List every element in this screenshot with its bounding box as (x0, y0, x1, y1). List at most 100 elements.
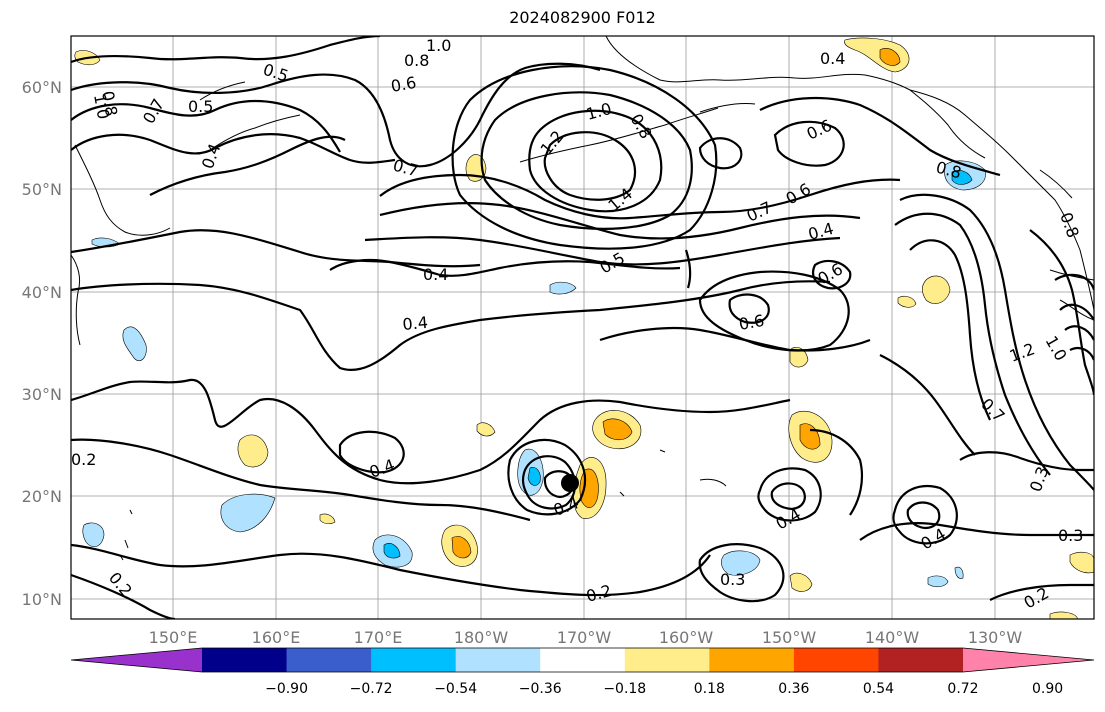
contour-line (379, 201, 861, 240)
contour-line (71, 36, 381, 64)
kamchatka-coastline (74, 144, 171, 236)
colorbar-segment (793, 648, 879, 672)
negative-anomaly-patch (927, 575, 949, 588)
negative-anomaly-core (527, 467, 541, 486)
contour-line (521, 455, 576, 510)
alaska-coastline (605, 36, 1094, 311)
contour-label: 0.8 (404, 51, 429, 70)
positive-anomaly-core (451, 536, 472, 559)
contour-line (599, 326, 871, 352)
contour-label: 0.6 (389, 73, 417, 96)
colorbar-segment (878, 648, 964, 672)
coastlines (71, 36, 1094, 561)
negative-anomaly-patch (954, 566, 964, 579)
positive-anomaly-core (602, 418, 633, 441)
positive-anomaly-core (879, 48, 901, 66)
contour-lines (71, 36, 1094, 619)
lon-tick-label: 170°E (354, 628, 403, 647)
contour-line (480, 91, 693, 230)
negative-anomaly-patch (549, 281, 577, 295)
lon-tick-label: 140°W (865, 628, 920, 647)
contour-line (879, 354, 976, 456)
contour-line (71, 229, 481, 268)
longitude-labels: 150°E 160°E 170°E 180°W 170°W 160°W 150°… (149, 628, 1023, 647)
contour-line (684, 249, 692, 289)
contour-line (71, 378, 791, 485)
positive-anomaly-patch (789, 572, 813, 592)
contour-line (329, 259, 681, 277)
lon-tick-label: 180°W (454, 628, 509, 647)
colorbar-tick-label: −0.54 (434, 681, 477, 697)
colorbar: −0.90 −0.72 −0.54 −0.36 −0.18 0.18 0.36 0.54 0.7… (70, 647, 1095, 697)
contour-line (451, 65, 718, 250)
contour-line (859, 522, 1094, 541)
contour-label: 0.4 (402, 313, 429, 334)
positive-anomaly-patch (237, 434, 269, 468)
negative-anomaly-patch (721, 550, 761, 576)
contour-line (809, 428, 864, 516)
colorbar-tick-label: −0.36 (519, 681, 562, 697)
colorbar-segment (455, 648, 541, 672)
contour-label: 1.0 (90, 92, 113, 120)
alaska-panhandle (909, 89, 986, 159)
siberia-coastline (199, 81, 301, 151)
contour-label: 0.5 (188, 97, 213, 116)
storm-center-marker (561, 474, 579, 492)
contour-line (71, 133, 396, 164)
lat-tick-label: 60°N (22, 78, 62, 97)
contour-line (71, 99, 341, 153)
contour-line (71, 62, 601, 168)
contour-line (989, 583, 1094, 601)
colorbar-tick-label: 0.36 (778, 681, 809, 697)
lat-tick-label: 40°N (22, 283, 62, 302)
contour-line (71, 438, 531, 522)
shaded-anomalies (74, 37, 1094, 619)
positive-anomaly-patch (319, 513, 336, 525)
colorbar-extend-high (963, 648, 1094, 672)
negative-anomaly-patch (122, 326, 147, 362)
colorbar-tick-label: −0.18 (603, 681, 646, 697)
colorbar-extend-low (71, 648, 202, 672)
negative-anomaly-patch (82, 522, 105, 548)
contour-line (899, 193, 1094, 491)
colorbar-tick-label: 0.72 (947, 681, 978, 697)
contour-line (1054, 273, 1094, 361)
lat-tick-label: 30°N (22, 385, 62, 404)
contour-line (71, 543, 711, 597)
colorbar-segment (371, 648, 457, 672)
contour-line (894, 212, 1051, 476)
positive-anomaly-patch (476, 422, 496, 437)
contour-line (728, 293, 770, 324)
contour-label: 1.0 (426, 36, 451, 55)
contour-line (770, 482, 806, 511)
lat-tick-label: 10°N (22, 590, 62, 609)
contour-line (698, 137, 743, 170)
contour-label: 0.3 (720, 570, 745, 589)
contour-line (507, 438, 587, 516)
colorbar-tick-label: 0.90 (1032, 681, 1063, 697)
colorbar-tick-label: 0.18 (694, 681, 725, 697)
colorbar-tick-label: −0.72 (350, 681, 393, 697)
map-title: 2024082900 F012 (509, 8, 656, 27)
contour-line (812, 259, 852, 290)
lat-tick-label: 20°N (22, 487, 62, 506)
colorbar-tick-label: −0.90 (265, 681, 308, 697)
contour-line (1029, 229, 1094, 396)
contour-line (338, 430, 405, 474)
colorbar-segment (286, 648, 372, 672)
aleutian-islands (519, 107, 719, 163)
colorbar-tick-label: 0.54 (863, 681, 894, 697)
japan-coastline (71, 254, 81, 346)
contour-line (149, 135, 346, 196)
contour-label: 0.8 (98, 89, 121, 117)
latitude-labels: 60°N 50°N 40°N 30°N 20°N 10°N (22, 78, 62, 609)
contour-line (543, 131, 637, 201)
colorbar-segment (202, 648, 288, 672)
alaska-peninsula (699, 103, 756, 113)
lon-tick-label: 150°E (149, 628, 198, 647)
contour-line (909, 239, 991, 421)
contour-line (528, 109, 663, 213)
contour-line (757, 467, 822, 522)
positive-anomaly-patch (1069, 551, 1094, 574)
